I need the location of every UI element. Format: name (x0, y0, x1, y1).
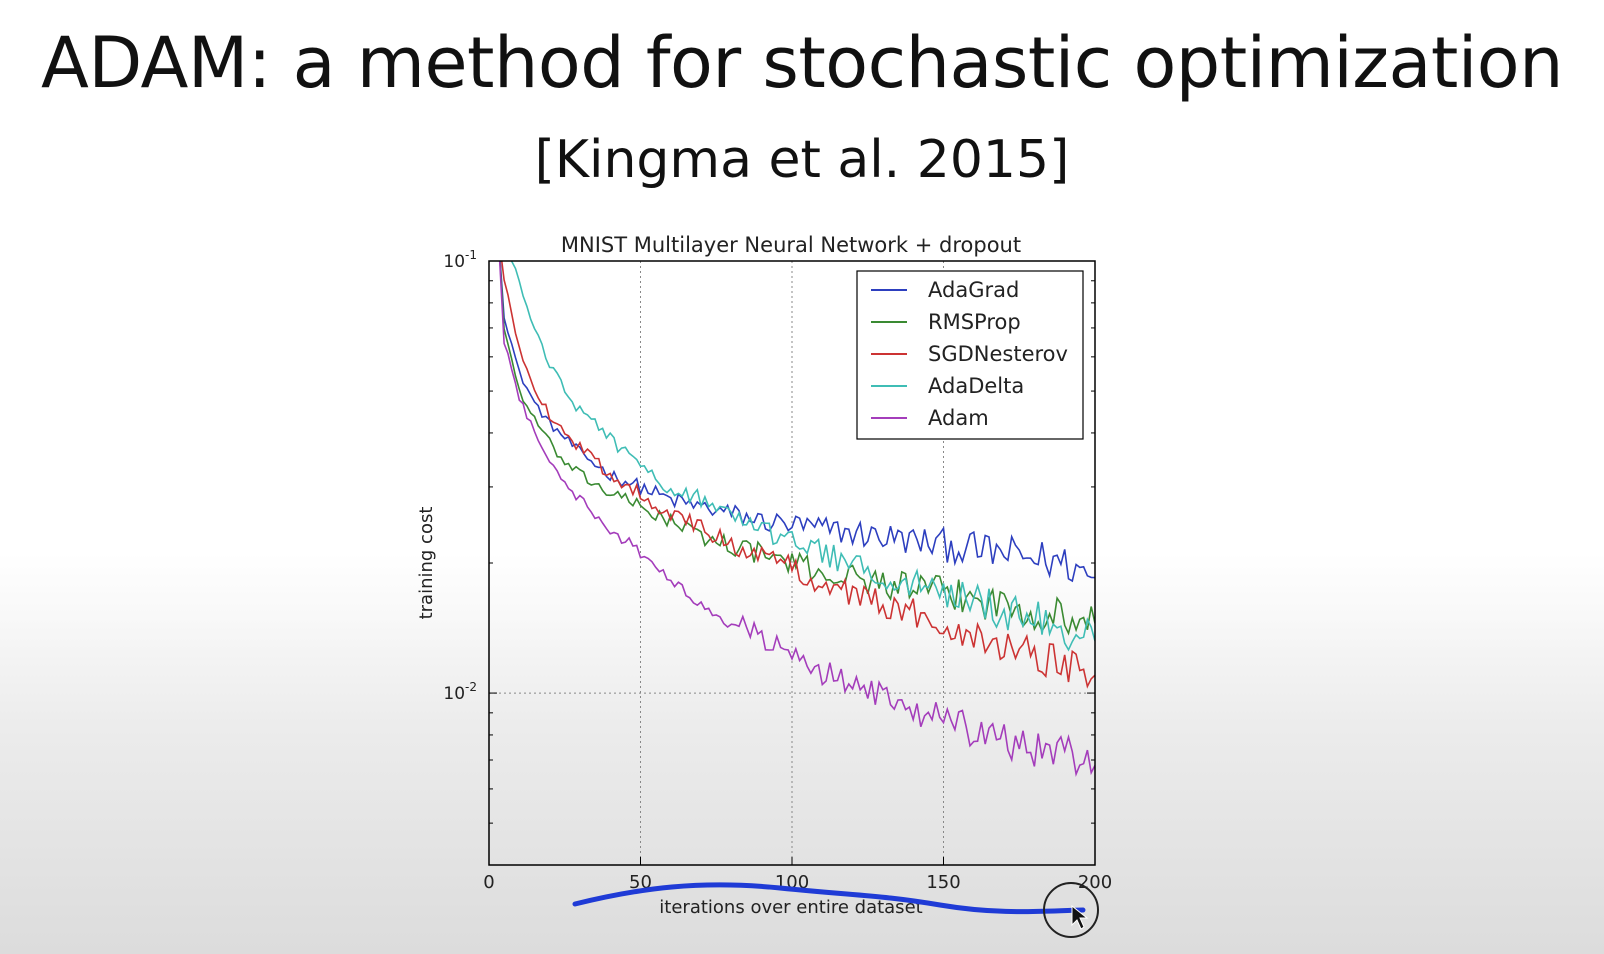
series-line-rmsprop (499, 261, 1095, 636)
slide-subtitle: [Kingma et al. 2015] (534, 130, 1070, 190)
x-tick-label: 200 (1078, 872, 1112, 893)
y-tick-label: 10-1 (443, 248, 477, 272)
cursor-highlight-ring (1043, 882, 1099, 938)
series-line-adadelta (510, 261, 1095, 652)
x-axis-label: iterations over entire dataset (659, 897, 922, 918)
series-line-adam (498, 261, 1095, 777)
chart-title: MNIST Multilayer Neural Network + dropou… (561, 233, 1021, 257)
pen-annotation-stroke (572, 882, 1086, 915)
legend: AdaGrad RMSProp SGDNesterov AdaDelta Adam (856, 270, 1084, 440)
slide-title: ADAM: a method for stochastic optimizati… (40, 22, 1564, 104)
series-line-sgdnesterov (500, 261, 1095, 689)
legend-label: AdaGrad (928, 278, 1019, 302)
series-line-adagrad (499, 261, 1095, 583)
y-tick-label: 10-2 (443, 680, 477, 704)
x-tick-label: 150 (926, 872, 960, 893)
series-lines (498, 261, 1095, 777)
legend-label: Adam (928, 406, 989, 430)
mouse-cursor-icon (1071, 904, 1089, 930)
legend-label: RMSProp (928, 310, 1021, 334)
x-tick-label: 0 (483, 872, 494, 893)
legend-label: SGDNesterov (928, 342, 1068, 366)
y-axis-label: training cost (416, 507, 437, 620)
legend-label: AdaDelta (928, 374, 1024, 398)
